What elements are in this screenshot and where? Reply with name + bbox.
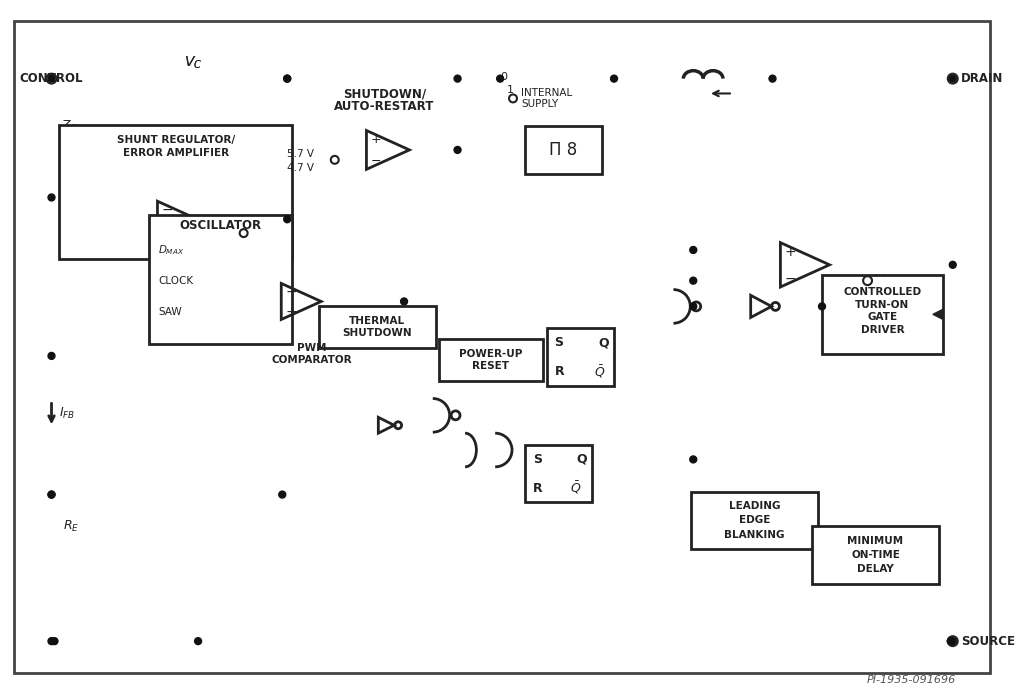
Bar	[547, 329, 614, 386]
Text: SOURCE: SOURCE	[961, 635, 1015, 648]
Circle shape	[48, 491, 55, 498]
Bar	[691, 491, 818, 549]
Circle shape	[690, 246, 696, 253]
Text: PI-1935-091696: PI-1935-091696	[866, 674, 955, 685]
Text: OSCILLATOR: OSCILLATOR	[179, 219, 261, 232]
Text: S: S	[555, 336, 563, 349]
Polygon shape	[933, 310, 943, 319]
Circle shape	[818, 303, 825, 310]
Text: $R_E$: $R_E$	[63, 519, 80, 534]
Circle shape	[949, 261, 956, 268]
Bar	[822, 275, 943, 354]
Text: $D_{MAX}$: $D_{MAX}$	[159, 243, 184, 257]
Circle shape	[284, 216, 291, 223]
Circle shape	[769, 75, 776, 82]
Circle shape	[454, 146, 461, 153]
Text: GATE: GATE	[867, 313, 897, 322]
Text: S: S	[532, 453, 542, 466]
Circle shape	[284, 75, 291, 82]
Text: DRAIN: DRAIN	[961, 72, 1004, 85]
Text: ERROR AMPLIFIER: ERROR AMPLIFIER	[123, 148, 228, 158]
Text: INTERNAL
SUPPLY: INTERNAL SUPPLY	[521, 88, 572, 109]
Text: 5.7 V: 5.7 V	[251, 228, 278, 238]
Circle shape	[454, 75, 461, 82]
Circle shape	[610, 75, 617, 82]
Circle shape	[48, 352, 55, 359]
Text: 0: 0	[500, 72, 507, 81]
Text: BLANKING: BLANKING	[724, 530, 785, 539]
Circle shape	[284, 75, 291, 82]
Text: Q: Q	[577, 453, 587, 466]
Text: LEADING: LEADING	[729, 501, 780, 511]
Text: 5.7 V: 5.7 V	[287, 149, 314, 159]
Text: ON-TIME: ON-TIME	[851, 550, 900, 560]
Bar	[59, 125, 292, 259]
Text: CLOCK: CLOCK	[159, 276, 194, 285]
Bar	[148, 215, 292, 344]
Circle shape	[51, 638, 58, 644]
Text: CONTROL: CONTROL	[19, 72, 83, 85]
Text: −: −	[286, 285, 297, 299]
Text: −: −	[784, 271, 796, 285]
Text: MINIMUM: MINIMUM	[848, 536, 903, 546]
Bar	[318, 306, 436, 348]
Text: SHUTDOWN/: SHUTDOWN/	[343, 88, 426, 101]
Text: PWM: PWM	[297, 343, 327, 353]
Circle shape	[400, 298, 408, 305]
Text: +: +	[784, 245, 796, 259]
Bar	[438, 339, 543, 381]
Text: R: R	[532, 482, 543, 495]
Bar	[525, 126, 602, 174]
Text: $I_{FB}$: $I_{FB}$	[59, 406, 76, 421]
Text: +: +	[371, 132, 381, 145]
Text: +: +	[162, 223, 173, 237]
Text: $V_C$: $V_C$	[184, 54, 203, 71]
Text: CONTROLLED: CONTROLLED	[844, 287, 922, 297]
Bar	[812, 526, 939, 584]
Circle shape	[48, 491, 55, 498]
Text: R: R	[555, 365, 564, 378]
Text: THERMAL: THERMAL	[349, 316, 406, 326]
Text: SHUTDOWN: SHUTDOWN	[342, 328, 412, 338]
Text: $\bar{Q}$: $\bar{Q}$	[570, 480, 582, 496]
Circle shape	[949, 638, 956, 644]
Text: DRIVER: DRIVER	[860, 325, 904, 335]
Text: −: −	[162, 203, 173, 216]
Circle shape	[497, 75, 504, 82]
Circle shape	[949, 75, 956, 82]
Circle shape	[279, 491, 286, 498]
Text: 1: 1	[507, 84, 514, 95]
Text: $\bar{Q}$: $\bar{Q}$	[594, 363, 605, 379]
Text: −: −	[371, 155, 381, 168]
Circle shape	[690, 277, 696, 284]
Circle shape	[690, 456, 696, 463]
Text: 4.7 V: 4.7 V	[287, 163, 314, 173]
Text: SAW: SAW	[159, 308, 182, 317]
Circle shape	[947, 638, 954, 644]
Circle shape	[48, 638, 55, 644]
Text: EDGE: EDGE	[739, 515, 770, 525]
Circle shape	[690, 303, 696, 310]
Text: DELAY: DELAY	[857, 564, 894, 574]
Text: $V_{I_{LIMIT}}$: $V_{I_{LIMIT}}$	[873, 272, 903, 289]
Text: +: +	[286, 306, 297, 319]
Circle shape	[48, 75, 55, 82]
Text: SHUNT REGULATOR/: SHUNT REGULATOR/	[117, 135, 234, 145]
Text: RESET: RESET	[472, 361, 509, 371]
Bar	[525, 445, 592, 503]
Text: AUTO-RESTART: AUTO-RESTART	[334, 100, 434, 113]
Text: $V_C$: $V_C$	[184, 54, 203, 71]
Circle shape	[48, 194, 55, 201]
Circle shape	[195, 638, 202, 644]
Text: Π 8: Π 8	[550, 141, 578, 159]
Text: COMPARATOR: COMPARATOR	[271, 355, 352, 365]
Text: Q: Q	[598, 336, 609, 349]
Text: $Z_C$: $Z_C$	[61, 118, 78, 134]
Text: TURN-ON: TURN-ON	[855, 300, 909, 310]
Text: POWER-UP: POWER-UP	[459, 349, 522, 359]
